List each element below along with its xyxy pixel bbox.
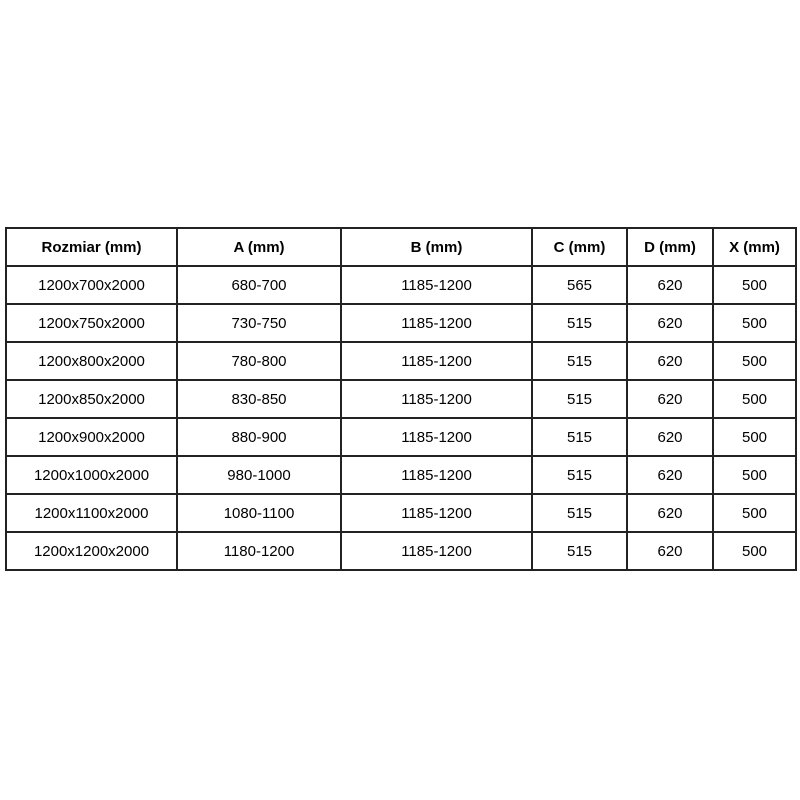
cell-x: 500	[712, 455, 797, 495]
cell-b: 1185-1200	[340, 379, 533, 419]
cell-x: 500	[712, 417, 797, 457]
table-header-rozmiar: Rozmiar (mm)	[5, 227, 178, 267]
cell-b: 1185-1200	[340, 341, 533, 381]
cell-b: 1185-1200	[340, 265, 533, 305]
cell-b: 1185-1200	[340, 417, 533, 457]
cell-rozmiar: 1200x900x2000	[5, 417, 178, 457]
cell-c: 565	[531, 265, 628, 305]
cell-rozmiar: 1200x1000x2000	[5, 455, 178, 495]
cell-x: 500	[712, 493, 797, 533]
table-row: 1200x700x2000 680-700 1185-1200 565 620 …	[5, 265, 797, 305]
cell-d: 620	[626, 455, 714, 495]
cell-c: 515	[531, 379, 628, 419]
cell-a: 880-900	[176, 417, 342, 457]
table-header-a: A (mm)	[176, 227, 342, 267]
cell-x: 500	[712, 303, 797, 343]
cell-rozmiar: 1200x700x2000	[5, 265, 178, 305]
cell-x: 500	[712, 265, 797, 305]
cell-x: 500	[712, 379, 797, 419]
cell-d: 620	[626, 493, 714, 533]
cell-rozmiar: 1200x1100x2000	[5, 493, 178, 533]
table-row: 1200x800x2000 780-800 1185-1200 515 620 …	[5, 341, 797, 381]
cell-a: 680-700	[176, 265, 342, 305]
table-header-c: C (mm)	[531, 227, 628, 267]
table-header-row: Rozmiar (mm) A (mm) B (mm) C (mm) D (mm)…	[5, 227, 797, 267]
cell-rozmiar: 1200x1200x2000	[5, 531, 178, 571]
cell-rozmiar: 1200x850x2000	[5, 379, 178, 419]
cell-d: 620	[626, 417, 714, 457]
cell-a: 1080-1100	[176, 493, 342, 533]
cell-d: 620	[626, 303, 714, 343]
cell-d: 620	[626, 531, 714, 571]
cell-a: 980-1000	[176, 455, 342, 495]
table-row: 1200x900x2000 880-900 1185-1200 515 620 …	[5, 417, 797, 457]
cell-a: 730-750	[176, 303, 342, 343]
cell-b: 1185-1200	[340, 303, 533, 343]
cell-d: 620	[626, 379, 714, 419]
cell-c: 515	[531, 531, 628, 571]
cell-b: 1185-1200	[340, 493, 533, 533]
cell-c: 515	[531, 341, 628, 381]
size-spec-table: Rozmiar (mm) A (mm) B (mm) C (mm) D (mm)…	[5, 227, 797, 571]
table-row: 1200x1000x2000 980-1000 1185-1200 515 62…	[5, 455, 797, 495]
cell-x: 500	[712, 531, 797, 571]
table-header-x: X (mm)	[712, 227, 797, 267]
cell-a: 780-800	[176, 341, 342, 381]
table-row: 1200x750x2000 730-750 1185-1200 515 620 …	[5, 303, 797, 343]
cell-d: 620	[626, 265, 714, 305]
cell-x: 500	[712, 341, 797, 381]
cell-a: 830-850	[176, 379, 342, 419]
cell-rozmiar: 1200x750x2000	[5, 303, 178, 343]
cell-c: 515	[531, 417, 628, 457]
cell-c: 515	[531, 455, 628, 495]
table-header-d: D (mm)	[626, 227, 714, 267]
cell-c: 515	[531, 493, 628, 533]
cell-d: 620	[626, 341, 714, 381]
cell-a: 1180-1200	[176, 531, 342, 571]
table-row: 1200x1100x2000 1080-1100 1185-1200 515 6…	[5, 493, 797, 533]
cell-b: 1185-1200	[340, 455, 533, 495]
table-row: 1200x850x2000 830-850 1185-1200 515 620 …	[5, 379, 797, 419]
table-header-b: B (mm)	[340, 227, 533, 267]
table-row: 1200x1200x2000 1180-1200 1185-1200 515 6…	[5, 531, 797, 571]
cell-rozmiar: 1200x800x2000	[5, 341, 178, 381]
cell-c: 515	[531, 303, 628, 343]
cell-b: 1185-1200	[340, 531, 533, 571]
